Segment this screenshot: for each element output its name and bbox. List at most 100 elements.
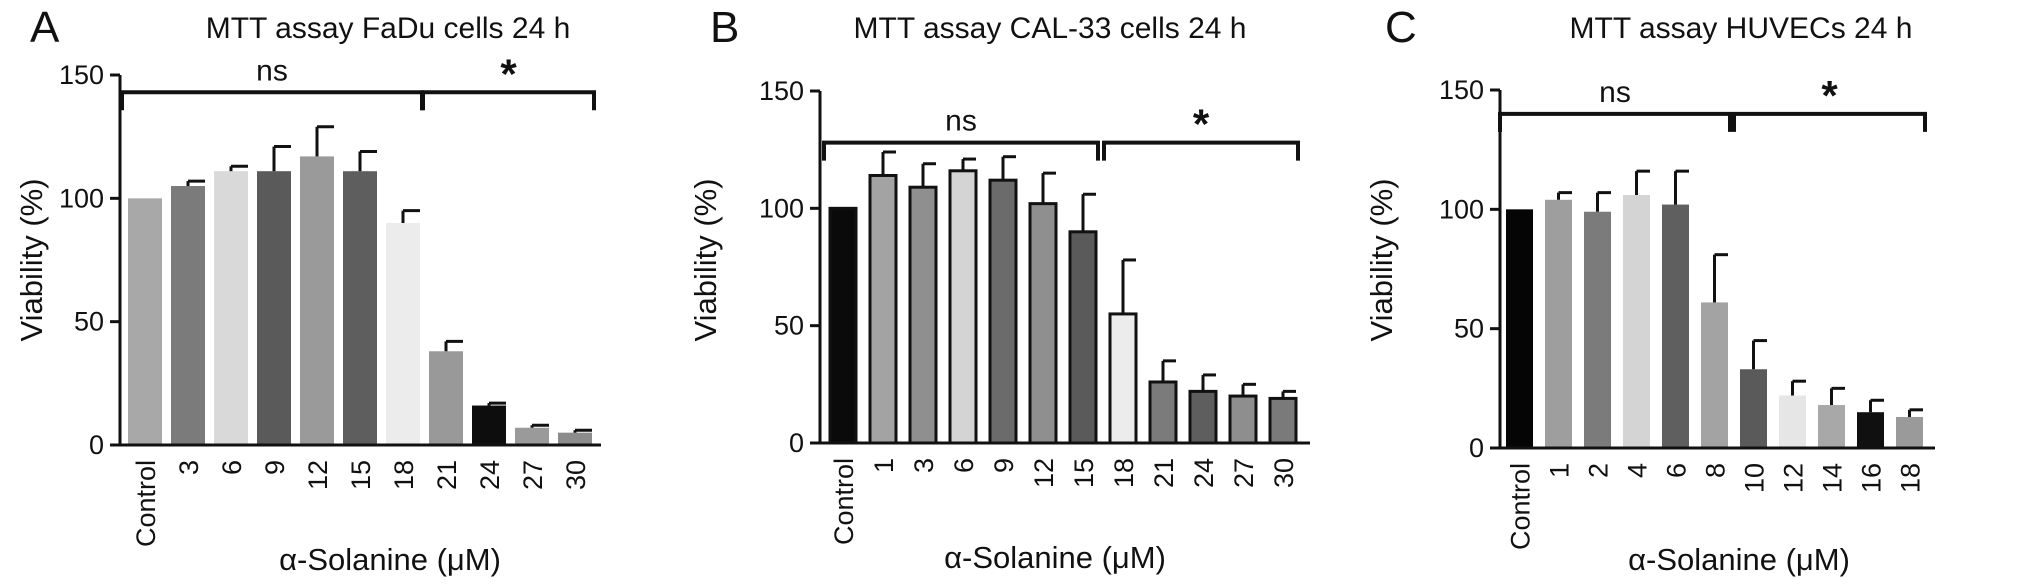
x-tick-label: Control [829,458,859,545]
bar-30 [558,432,592,445]
chart-title: MTT assay FaDu cells 24 h [206,12,571,45]
x-tick-label: 6 [949,458,979,473]
x-tick-label: 12 [1029,458,1059,488]
x-tick-label: 8 [1701,463,1731,478]
x-tick-label: 12 [303,460,333,490]
bar-control [1506,209,1533,448]
x-tick-label: 14 [1818,463,1848,493]
bar-6 [948,169,978,445]
significance-bracket [1732,111,1927,132]
bar-control [128,198,162,445]
significance-label: ns [256,54,288,87]
x-tick-label: Control [131,460,161,547]
y-axis-label: Viability (%) [14,178,49,341]
y-tick-label: 100 [1439,194,1484,224]
significance-label: * [1193,101,1210,148]
y-tick-label: 0 [1469,433,1484,463]
x-tick-label: 6 [1662,463,1692,478]
panel-letter: B [710,3,739,52]
x-tick-label: 30 [1269,458,1299,488]
x-tick-label: 3 [174,460,204,475]
y-tick-label: 0 [789,428,804,458]
chart-panel-a: A MTT assay FaDu cells 24 h 0 50 100 150 Viabi… [14,3,601,577]
y-tick-label: 150 [1439,75,1484,105]
y-tick-label: 150 [759,76,804,106]
bar-1 [868,173,898,445]
x-tick-label: 1 [869,458,899,473]
bar-27 [1228,394,1258,445]
x-tick-label: 15 [346,460,376,490]
bar-18 [1108,312,1138,445]
significance-bracket [120,90,424,111]
x-tick-label: 1 [1545,463,1575,478]
bar-24 [472,405,506,445]
x-tick-label: 4 [1623,463,1653,478]
y-axis-label: Viability (%) [688,178,723,341]
x-tick-label: 30 [561,460,591,490]
bar-10 [1740,369,1767,448]
bar-27 [515,427,549,445]
bar-1 [1545,199,1572,448]
x-tick-label: 9 [989,458,1019,473]
x-tick-label: 18 [389,460,419,490]
bar-8 [1701,302,1728,448]
bar-12 [300,156,334,445]
x-axis-label: α-Solanine (μM) [944,540,1166,575]
y-axis-label: Viability (%) [1364,178,1399,341]
bar-3 [171,186,205,445]
bar-3 [908,185,938,445]
x-tick-label: 24 [1189,458,1219,488]
panel-letter: C [1385,3,1417,52]
y-tick-label: 0 [89,430,104,460]
bar-6 [1662,204,1689,448]
bar-15 [343,171,377,445]
x-tick-label: 10 [1740,463,1770,493]
chart-panel-b: B MTT assay CAL-33 cells 24 h 0 50 100 150 Via… [688,3,1310,575]
y-tick-label: 50 [1454,314,1484,344]
bar-16 [1857,412,1884,448]
x-tick-label: 18 [1896,463,1926,493]
x-tick-label: 9 [260,460,290,475]
bar-15 [1068,230,1098,445]
significance-label: ns [945,105,977,138]
significance-bracket [421,90,596,111]
bar-21 [429,351,463,445]
bar-4 [1623,195,1650,448]
x-tick-label: 24 [475,460,505,490]
significance-bracket [1102,140,1300,161]
panel-letter: A [30,3,60,52]
y-tick-label: 150 [59,60,104,90]
x-axis-label: α-Solanine (μM) [279,542,501,577]
bar-18 [1896,416,1923,448]
bar-control [828,206,858,445]
x-tick-label: 27 [518,460,548,490]
x-tick-label: Control [1506,463,1536,550]
x-tick-label: 27 [1229,458,1259,488]
y-tick-label: 50 [774,311,804,341]
y-tick-label: 100 [759,193,804,223]
significance-label: * [1821,72,1838,119]
y-tick-label: 100 [59,183,104,213]
bar-6 [214,171,248,445]
x-tick-label: 3 [909,458,939,473]
x-tick-label: 2 [1584,463,1614,478]
y-tick-label: 50 [74,307,104,337]
bar-9 [988,178,1018,445]
bar-21 [1148,380,1178,445]
significance-bracket [822,140,1100,161]
bar-12 [1028,202,1058,445]
x-tick-label: 21 [432,460,462,490]
bar-24 [1188,389,1218,445]
significance-label: * [500,50,517,97]
x-tick-label: 6 [217,460,247,475]
bar-12 [1779,395,1806,448]
bar-2 [1584,211,1611,448]
x-tick-label: 21 [1149,458,1179,488]
x-axis-label: α-Solanine (μM) [1628,542,1850,577]
chart-title: MTT assay HUVECs 24 h [1570,12,1913,45]
x-tick-label: 15 [1069,458,1099,488]
bar-30 [1268,396,1298,445]
chart-title: MTT assay CAL-33 cells 24 h [854,12,1247,45]
significance-bracket [1498,111,1732,132]
